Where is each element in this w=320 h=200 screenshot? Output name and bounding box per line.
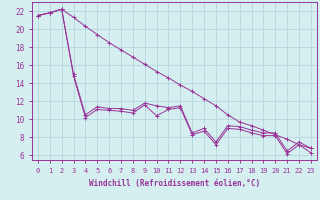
X-axis label: Windchill (Refroidissement éolien,°C): Windchill (Refroidissement éolien,°C) <box>89 179 260 188</box>
